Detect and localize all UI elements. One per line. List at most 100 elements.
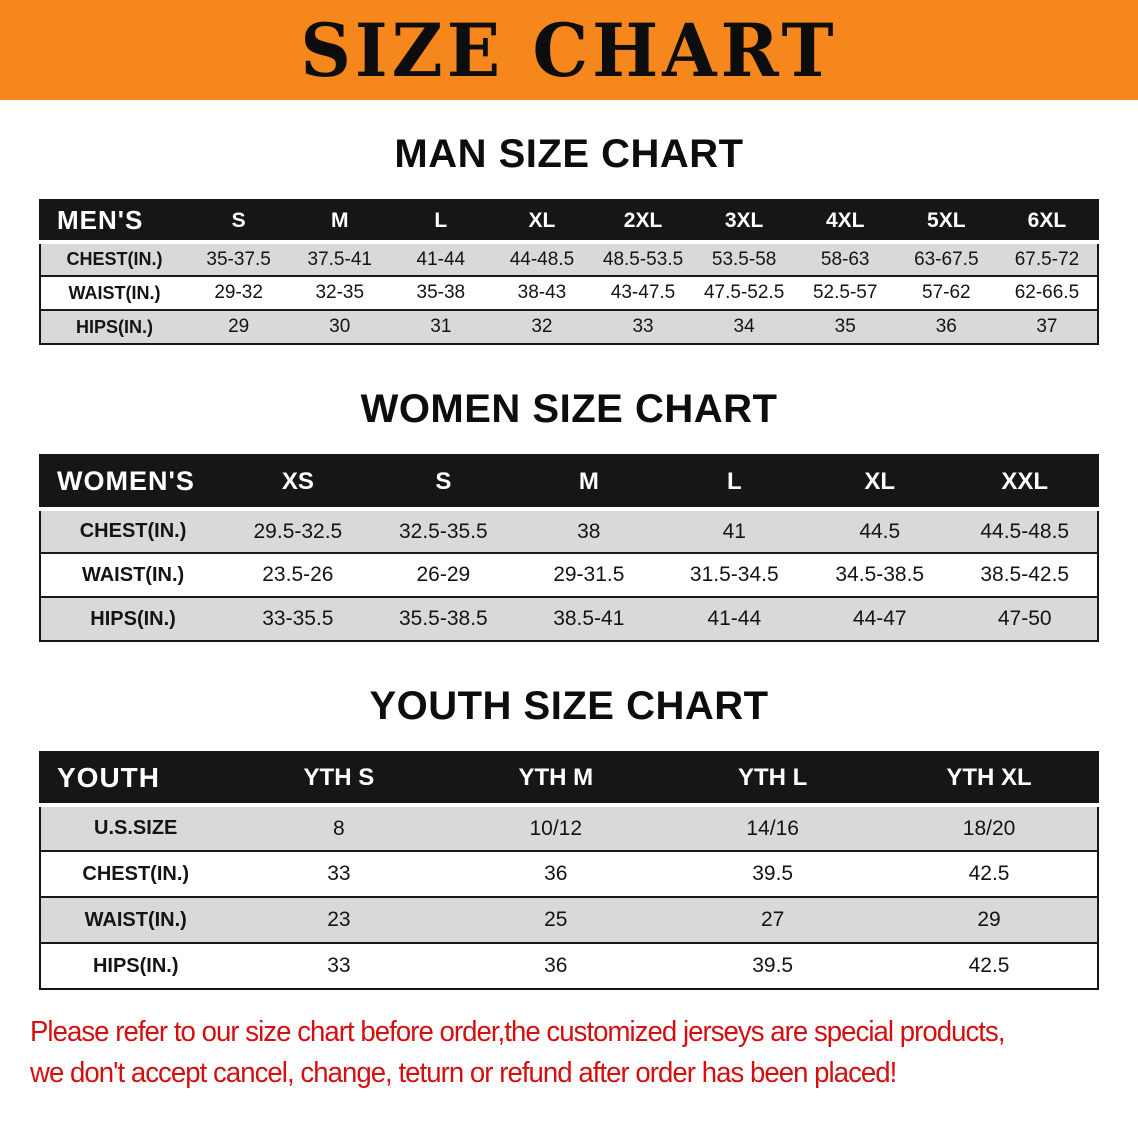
- table-row: HIPS(IN.) 33-35.5 35.5-38.5 38.5-41 41-44 44-…: [40, 597, 1098, 641]
- disclaimer-line-2: we don't accept cancel, change, teturn o…: [30, 1057, 897, 1089]
- size-value: 35.5-38.5: [398, 607, 488, 630]
- size-value: 34: [733, 316, 755, 337]
- table-header-row: MEN'S S M L XL 2XL 3XL 4XL 5XL 6XL: [40, 200, 1098, 242]
- size-value: 34.5-38.5: [835, 563, 925, 586]
- table-row: HIPS(IN.) 29 30 31 32 33 34 35 36 37: [40, 310, 1098, 344]
- size-value: 10/12: [529, 816, 583, 840]
- size-value: 48.5-53.5: [602, 248, 684, 270]
- size-value: 26-29: [416, 563, 471, 586]
- size-value: 39.5: [752, 954, 794, 977]
- size-column-header: 6XL: [996, 200, 1098, 242]
- table-row: CHEST(IN.) 35-37.5 37.5-41 41-44 44-48.5 48.5…: [40, 242, 1098, 276]
- size-column-header: M: [289, 200, 391, 242]
- row-label: CHEST(IN.): [82, 862, 190, 885]
- size-value: 29-32: [214, 282, 263, 303]
- row-label: HIPS(IN.): [92, 954, 179, 977]
- size-value: 38.5-42.5: [980, 563, 1070, 586]
- size-column-header: L: [661, 455, 808, 509]
- size-value: 32: [531, 316, 553, 337]
- size-column-header: S: [370, 455, 517, 509]
- row-label: HIPS(IN.): [76, 316, 154, 337]
- size-value: 62-66.5: [1014, 282, 1080, 303]
- size-value: 33: [632, 316, 654, 337]
- size-value: 38: [577, 519, 601, 543]
- men-size-section: MAN SIZE CHART MEN'S S M L XL 2XL 3XL 4XL 5XL 6XL…: [0, 132, 1138, 345]
- size-value: 30: [329, 316, 351, 337]
- size-value: 52.5-57: [812, 282, 878, 303]
- size-value: 29.5-32.5: [253, 519, 343, 543]
- size-column-header: M: [516, 455, 662, 509]
- size-value: 33: [327, 954, 351, 977]
- size-value: 8: [333, 816, 345, 840]
- size-value: 23: [327, 908, 351, 931]
- size-value: 58-63: [820, 248, 870, 270]
- size-value: 37: [1036, 316, 1058, 337]
- row-label: CHEST(IN.): [66, 249, 163, 269]
- size-value: 33-35.5: [262, 607, 334, 630]
- table-header-row: YOUTH YTH S YTH M YTH L YTH XL: [40, 752, 1098, 805]
- men-size-table: MEN'S S M L XL 2XL 3XL 4XL 5XL 6XL CHEST(IN.) 35-3…: [39, 199, 1099, 345]
- size-value: 27: [760, 908, 785, 931]
- size-value: 25: [544, 908, 568, 931]
- men-section-heading: MAN SIZE CHART: [394, 132, 744, 176]
- size-value: 35-38: [416, 282, 466, 303]
- size-column-header: XXL: [952, 455, 1098, 509]
- size-value: 38.5-41: [553, 607, 625, 630]
- table-title-cell: WOMEN'S: [40, 455, 226, 509]
- row-label: U.S.SIZE: [94, 817, 178, 839]
- size-value: 36: [544, 954, 568, 977]
- size-value: 38-43: [517, 282, 567, 303]
- size-value: 44-47: [852, 607, 907, 630]
- size-column-header: L: [390, 200, 492, 242]
- size-value: 36: [544, 862, 568, 885]
- size-value: 67.5-72: [1014, 248, 1080, 270]
- size-value: 35-37.5: [206, 248, 271, 270]
- size-column-header: XL: [491, 200, 593, 242]
- size-value: 31.5-34.5: [689, 563, 779, 586]
- row-label: WAIST(IN.): [84, 908, 187, 931]
- size-value: 63-67.5: [914, 248, 979, 270]
- row-label: CHEST(IN.): [79, 520, 187, 542]
- size-value: 18/20: [962, 816, 1016, 840]
- table-row: WAIST(IN.) 29-32 32-35 35-38 38-43 43-47.5 47.…: [40, 276, 1098, 310]
- size-value: 53.5-58: [711, 248, 777, 270]
- size-column-header: 4XL: [794, 200, 896, 242]
- size-column-header: YTH XL: [881, 752, 1098, 805]
- size-value: 44-48.5: [509, 248, 575, 270]
- size-chart-page: SIZE CHART MAN SIZE CHART MEN'S S M L XL 2XL 3…: [0, 0, 1138, 1090]
- size-column-header: YTH M: [447, 752, 665, 805]
- women-size-table: WOMEN'S XS S M L XL XXL CHEST(IN.) 29.5-32.5 32.…: [39, 454, 1099, 642]
- table-title-cell: MEN'S: [40, 200, 189, 242]
- size-value: 44.5: [859, 519, 901, 543]
- size-value: 47.5-52.5: [703, 282, 785, 303]
- table-header-row: WOMEN'S XS S M L XL XXL: [40, 455, 1098, 509]
- size-value: 47-50: [997, 607, 1052, 630]
- size-column-header: XL: [807, 455, 953, 509]
- row-label: WAIST(IN.): [68, 282, 161, 303]
- table-row: U.S.SIZE 8 10/12 14/16 18/20: [40, 805, 1098, 851]
- table-row: CHEST(IN.) 33 36 39.5 42.5: [40, 851, 1098, 897]
- size-value: 42.5: [968, 862, 1010, 885]
- size-column-header: 5XL: [895, 200, 997, 242]
- youth-section-heading: YOUTH SIZE CHART: [369, 684, 769, 728]
- size-value: 39.5: [752, 862, 794, 885]
- table-row: HIPS(IN.) 33 36 39.5 42.5: [40, 943, 1098, 989]
- disclaimer: Please refer to our size chart before or…: [30, 1016, 1138, 1090]
- size-column-header: 2XL: [592, 200, 694, 242]
- table-row: CHEST(IN.) 29.5-32.5 32.5-35.5 38 41 44.5 44.5…: [40, 509, 1098, 553]
- size-value: 57-62: [922, 282, 971, 303]
- page-title: SIZE CHART: [300, 6, 838, 94]
- table-row: WAIST(IN.) 23.5-26 26-29 29-31.5 31.5-34.5 34…: [40, 553, 1098, 597]
- size-column-header: YTH L: [664, 752, 882, 805]
- youth-size-section: YOUTH SIZE CHART YOUTH YTH S YTH M YTH L YTH…: [0, 684, 1138, 990]
- size-value: 29-31.5: [553, 563, 625, 586]
- size-value: 31: [430, 316, 452, 337]
- size-value: 36: [935, 316, 957, 337]
- size-value: 41: [722, 519, 746, 543]
- size-value: 32.5-35.5: [398, 519, 488, 543]
- size-value: 14/16: [746, 816, 799, 840]
- youth-size-table: YOUTH YTH S YTH M YTH L YTH XL U.S.SIZE 8 10/1…: [39, 751, 1099, 990]
- size-value: 37.5-41: [307, 248, 372, 270]
- banner: SIZE CHART: [0, 0, 1138, 100]
- size-value: 35: [834, 316, 856, 337]
